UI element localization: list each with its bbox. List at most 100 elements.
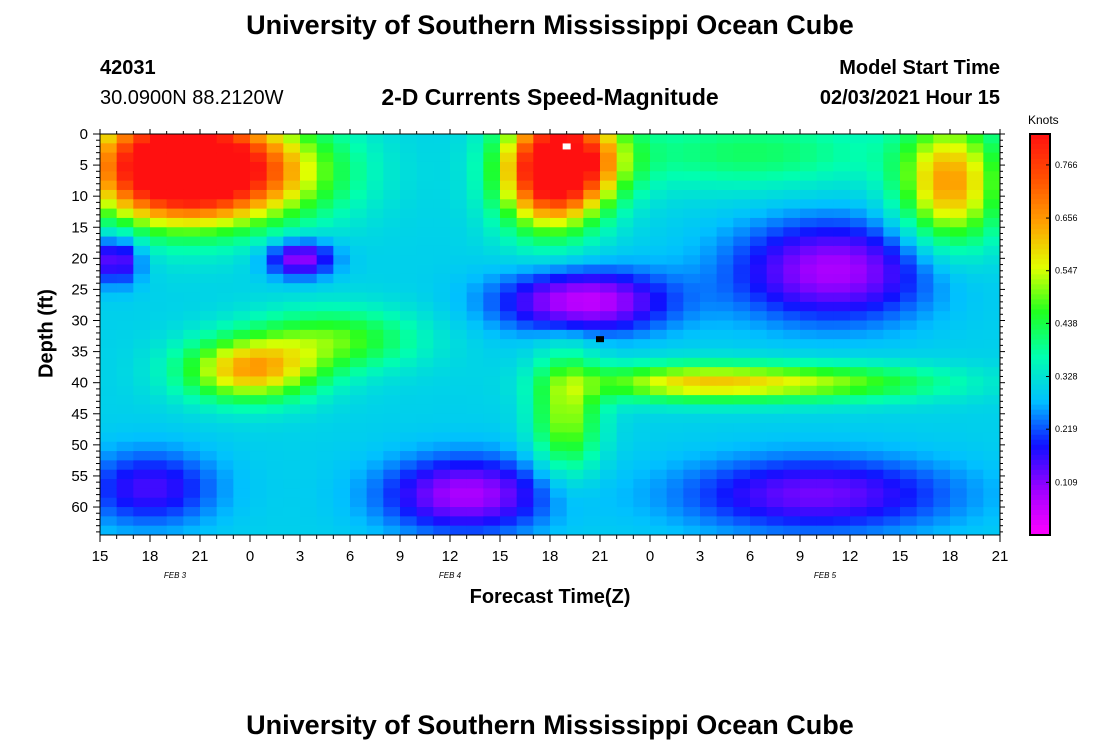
heatmap-cell bbox=[150, 497, 168, 508]
heatmap-cell bbox=[300, 171, 318, 182]
heatmap-cell bbox=[600, 245, 618, 256]
heatmap-cell bbox=[216, 497, 234, 508]
heatmap-cell bbox=[833, 348, 851, 359]
heatmap-cell bbox=[416, 161, 434, 172]
heatmap-cell bbox=[500, 348, 518, 359]
heatmap-cell bbox=[950, 292, 968, 303]
heatmap-cell bbox=[983, 264, 1001, 275]
heatmap-cell bbox=[616, 255, 634, 266]
heatmap-cell bbox=[700, 311, 718, 322]
heatmap-cell bbox=[833, 134, 851, 144]
heatmap-cell bbox=[600, 171, 618, 182]
heatmap-cell bbox=[283, 469, 301, 480]
heatmap-cell bbox=[466, 161, 484, 172]
heatmap-cell bbox=[383, 273, 401, 284]
heatmap-cell bbox=[600, 432, 618, 443]
heatmap-cell bbox=[950, 227, 968, 238]
colorbar-segment bbox=[1030, 339, 1050, 346]
heatmap-cell bbox=[266, 152, 284, 163]
colorbar-segment bbox=[1030, 289, 1050, 295]
heatmap-cell bbox=[266, 348, 284, 359]
heatmap-cell bbox=[883, 301, 901, 312]
heatmap-cell bbox=[166, 255, 184, 266]
heatmap-cell bbox=[233, 320, 251, 331]
heatmap-cell bbox=[466, 339, 484, 349]
heatmap-cell bbox=[516, 413, 534, 424]
heatmap-cell bbox=[400, 497, 418, 508]
heatmap-cell bbox=[566, 199, 584, 210]
heatmap-cell bbox=[133, 395, 151, 405]
heatmap-cell bbox=[666, 292, 684, 303]
heatmap-cell bbox=[450, 264, 468, 275]
x-tick-label: 6 bbox=[746, 548, 754, 565]
heatmap-cell bbox=[433, 497, 451, 508]
heatmap-cell bbox=[500, 152, 518, 163]
heatmap-cell bbox=[250, 208, 268, 219]
heatmap-cell bbox=[766, 441, 784, 452]
heatmap-cell bbox=[166, 497, 184, 508]
heatmap-cell bbox=[200, 376, 218, 387]
heatmap-cell bbox=[166, 469, 184, 480]
heatmap-cell bbox=[900, 469, 918, 480]
heatmap-cell bbox=[383, 497, 401, 508]
x-tick-label: 18 bbox=[942, 548, 959, 565]
heatmap-cell bbox=[416, 320, 434, 331]
heatmap-cell bbox=[400, 273, 418, 284]
heatmap-cell bbox=[933, 143, 951, 154]
heatmap-cell bbox=[850, 180, 868, 191]
colorbar-segment bbox=[1030, 139, 1050, 145]
heatmap-cell bbox=[966, 301, 984, 312]
heatmap-cell bbox=[450, 423, 468, 433]
heatmap-cell bbox=[666, 423, 684, 433]
heatmap-cell bbox=[550, 339, 568, 349]
heatmap-cell bbox=[650, 357, 668, 368]
heatmap-cell bbox=[750, 423, 768, 433]
heatmap-cell bbox=[666, 171, 684, 182]
heatmap-cell bbox=[433, 311, 451, 322]
heatmap-cell bbox=[533, 273, 551, 284]
heatmap-cell bbox=[883, 273, 901, 284]
heatmap-cell bbox=[466, 301, 484, 312]
heatmap-cell bbox=[433, 217, 451, 228]
heatmap-cell bbox=[750, 189, 768, 200]
heatmap-cell bbox=[716, 189, 734, 200]
heatmap-cell bbox=[616, 423, 634, 433]
page-title-top: University of Southern Mississippi Ocean… bbox=[246, 10, 854, 40]
heatmap-cell bbox=[683, 479, 701, 489]
heatmap-cell bbox=[366, 423, 384, 433]
heatmap-cell bbox=[283, 385, 301, 396]
colorbar-segment bbox=[1030, 379, 1050, 386]
heatmap-cell bbox=[100, 264, 118, 275]
heatmap-cell bbox=[250, 451, 268, 461]
heatmap-cell bbox=[750, 479, 768, 489]
heatmap-cell bbox=[900, 376, 918, 387]
heatmap-cell bbox=[200, 507, 218, 517]
heatmap-cell bbox=[133, 385, 151, 396]
heatmap-cell bbox=[750, 227, 768, 238]
heatmap-cell bbox=[633, 217, 651, 228]
colorbar-segment bbox=[1030, 414, 1050, 421]
heatmap-cell bbox=[866, 329, 884, 340]
heatmap-cell bbox=[566, 255, 584, 266]
heatmap-cell bbox=[100, 161, 118, 172]
heatmap-cell bbox=[916, 208, 934, 219]
heatmap-cell bbox=[500, 404, 518, 415]
heatmap-cell bbox=[233, 339, 251, 349]
heatmap-cell bbox=[200, 497, 218, 508]
heatmap-cell bbox=[283, 395, 301, 405]
heatmap-cell bbox=[900, 441, 918, 452]
heatmap-cell bbox=[983, 152, 1001, 163]
heatmap-cell bbox=[150, 171, 168, 182]
heatmap-cell bbox=[466, 488, 484, 499]
heatmap-cell bbox=[266, 339, 284, 349]
heatmap-cell bbox=[500, 161, 518, 172]
heatmap-cell bbox=[750, 469, 768, 480]
heatmap-cell bbox=[933, 217, 951, 228]
heatmap-cell bbox=[500, 227, 518, 238]
heatmap-cell bbox=[900, 339, 918, 349]
heatmap-cell bbox=[366, 283, 384, 294]
heatmap-cell bbox=[800, 329, 818, 340]
heatmap-cell bbox=[400, 311, 418, 322]
heatmap-cell bbox=[833, 367, 851, 377]
heatmap-cell bbox=[316, 479, 334, 489]
